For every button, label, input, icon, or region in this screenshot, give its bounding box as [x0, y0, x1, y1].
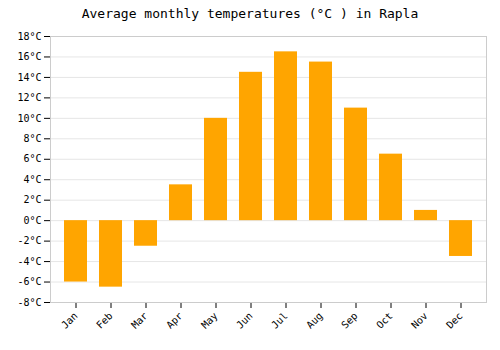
svg-text:Aug: Aug — [304, 310, 325, 331]
svg-text:2°C: 2°C — [23, 194, 41, 205]
svg-text:-4°C: -4°C — [17, 256, 41, 267]
svg-text:10°C: 10°C — [17, 113, 41, 124]
svg-text:4°C: 4°C — [23, 174, 41, 185]
svg-text:12°C: 12°C — [17, 92, 41, 103]
svg-text:14°C: 14°C — [17, 72, 41, 83]
svg-text:-8°C: -8°C — [17, 297, 41, 308]
svg-text:Sep: Sep — [339, 310, 360, 331]
svg-text:18°C: 18°C — [17, 31, 41, 42]
svg-text:Jul: Jul — [269, 310, 290, 331]
svg-text:8°C: 8°C — [23, 133, 41, 144]
svg-text:Jun: Jun — [234, 310, 255, 331]
svg-text:-2°C: -2°C — [17, 235, 41, 246]
svg-text:16°C: 16°C — [17, 51, 41, 62]
svg-text:0°C: 0°C — [23, 215, 41, 226]
svg-text:May: May — [199, 310, 220, 331]
svg-text:Jan: Jan — [59, 310, 80, 331]
svg-text:Feb: Feb — [94, 310, 115, 331]
html-text:Average monthly temperatures (: Average monthly temperatures (°C ) in Ra… — [81, 6, 419, 21]
svg-text:Oct: Oct — [374, 310, 395, 331]
svg-text:6°C: 6°C — [23, 153, 41, 164]
svg-text:Nov: Nov — [409, 310, 430, 331]
svg-text:-6°C: -6°C — [17, 276, 41, 287]
svg-text:Apr: Apr — [164, 310, 185, 331]
svg-text:Mar: Mar — [129, 310, 150, 331]
svg-text:Dec: Dec — [444, 310, 465, 331]
